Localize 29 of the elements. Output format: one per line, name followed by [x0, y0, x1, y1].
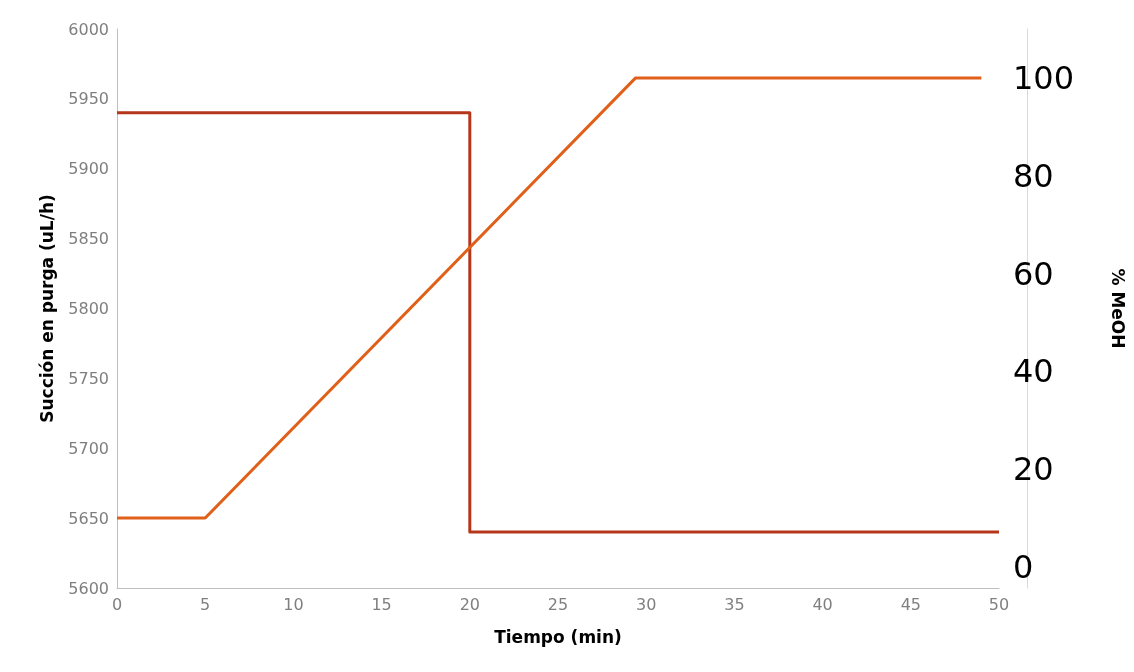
x-tick-label: 20	[459, 594, 480, 614]
x-tick-label: 45	[900, 594, 921, 614]
y-axis-title: Succión en purga (uL/h)	[36, 194, 57, 423]
y-tick-label: 5900	[68, 159, 109, 179]
x-tick-label: 5	[200, 594, 211, 614]
y-tick-label: 6000	[68, 19, 109, 39]
x-tick-label: 0	[111, 594, 123, 614]
y-tick-label: 5800	[68, 299, 109, 318]
x-axis-title: Tiempo (min)	[494, 626, 622, 647]
x-tick-label: 15	[371, 594, 392, 614]
y-tick-label: 5750	[68, 368, 109, 388]
x-tick-label: 30	[636, 594, 657, 614]
y-tick-label: 5850	[68, 229, 109, 249]
y2-tick-label: 100	[1013, 58, 1075, 97]
y-tick-label: 5600	[68, 578, 109, 598]
x-tick-label: 50	[988, 594, 1010, 614]
y-tick-label: 5950	[68, 89, 109, 109]
y2-tick-label: 0	[1013, 547, 1034, 586]
x-tick-label: 35	[724, 594, 745, 614]
y2-axis-title: % MeOH	[1107, 268, 1128, 349]
y-tick-label: 5650	[68, 508, 109, 528]
y-tick-label: 5700	[68, 438, 109, 458]
x-tick-label: 40	[812, 594, 833, 614]
y2-tick-label: 20	[1013, 450, 1054, 489]
y2-tick-label: 60	[1013, 254, 1054, 293]
y2-tick-label: 40	[1013, 352, 1054, 391]
x-tick-label: 10	[283, 594, 304, 614]
y2-tick-label: 80	[1013, 156, 1054, 195]
x-tick-label: 25	[547, 594, 569, 614]
